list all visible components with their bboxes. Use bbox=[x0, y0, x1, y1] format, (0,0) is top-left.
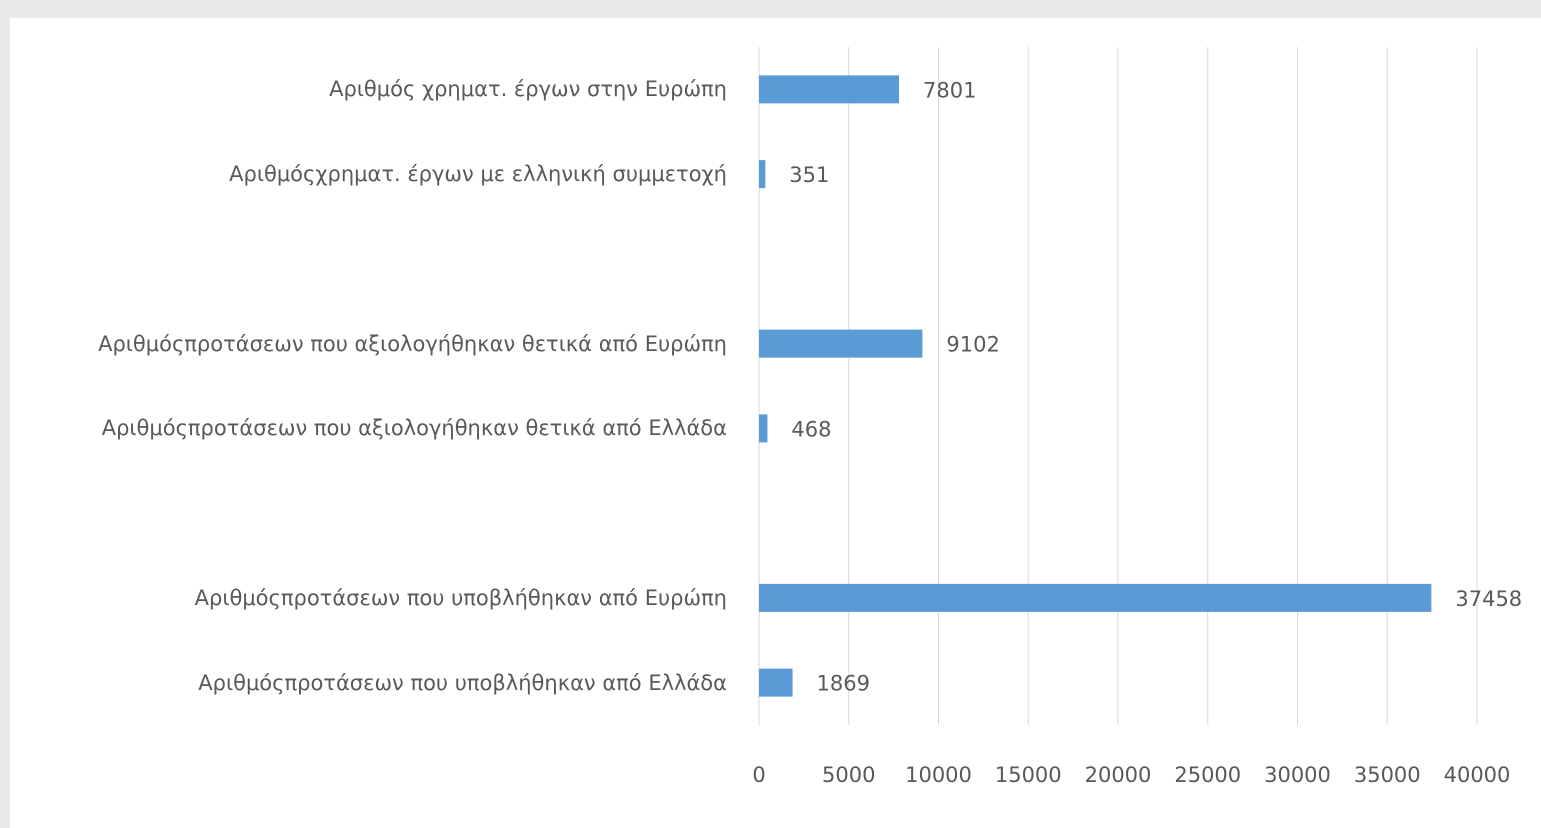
y-tick-label: Αριθμόςπροτάσεων που υποβλήθηκαν από Ευρ… bbox=[194, 585, 727, 610]
x-tick-label: 35000 bbox=[1354, 763, 1421, 787]
bar bbox=[759, 583, 1432, 612]
x-tick-label: 0 bbox=[752, 763, 765, 787]
bar bbox=[759, 75, 900, 104]
data-label: 37458 bbox=[1455, 587, 1522, 611]
bar bbox=[759, 160, 766, 189]
data-label: 1869 bbox=[817, 672, 870, 696]
data-label: 7801 bbox=[923, 78, 976, 102]
y-tick-label: Αριθμόςπροτάσεων που υποβλήθηκαν από Ελλ… bbox=[198, 670, 727, 695]
y-tick-label: Αριθμόςπροτάσεων που αξιολογήθηκαν θετικ… bbox=[101, 416, 727, 441]
x-tick-label: 20000 bbox=[1085, 763, 1152, 787]
x-tick-label: 40000 bbox=[1444, 763, 1511, 787]
x-tick-label: 15000 bbox=[995, 763, 1062, 787]
x-tick-label: 25000 bbox=[1174, 763, 1241, 787]
y-tick-label: Αριθμόςχρηματ. έργων με ελληνική συμμετο… bbox=[229, 162, 727, 187]
y-tick-label: Αριθμός χρηματ. έργων στην Ευρώπη bbox=[329, 77, 727, 102]
x-tick-label: 30000 bbox=[1264, 763, 1331, 787]
bar bbox=[759, 329, 923, 358]
x-tick-label: 10000 bbox=[905, 763, 972, 787]
y-tick-label: Αριθμόςπροτάσεων που αξιολογήθηκαν θετικ… bbox=[98, 331, 727, 356]
data-label: 351 bbox=[789, 163, 829, 187]
bar bbox=[759, 668, 793, 697]
data-label: 9102 bbox=[946, 333, 999, 357]
bar bbox=[759, 414, 768, 443]
x-tick-label: 5000 bbox=[822, 763, 875, 787]
data-label: 468 bbox=[791, 417, 831, 441]
